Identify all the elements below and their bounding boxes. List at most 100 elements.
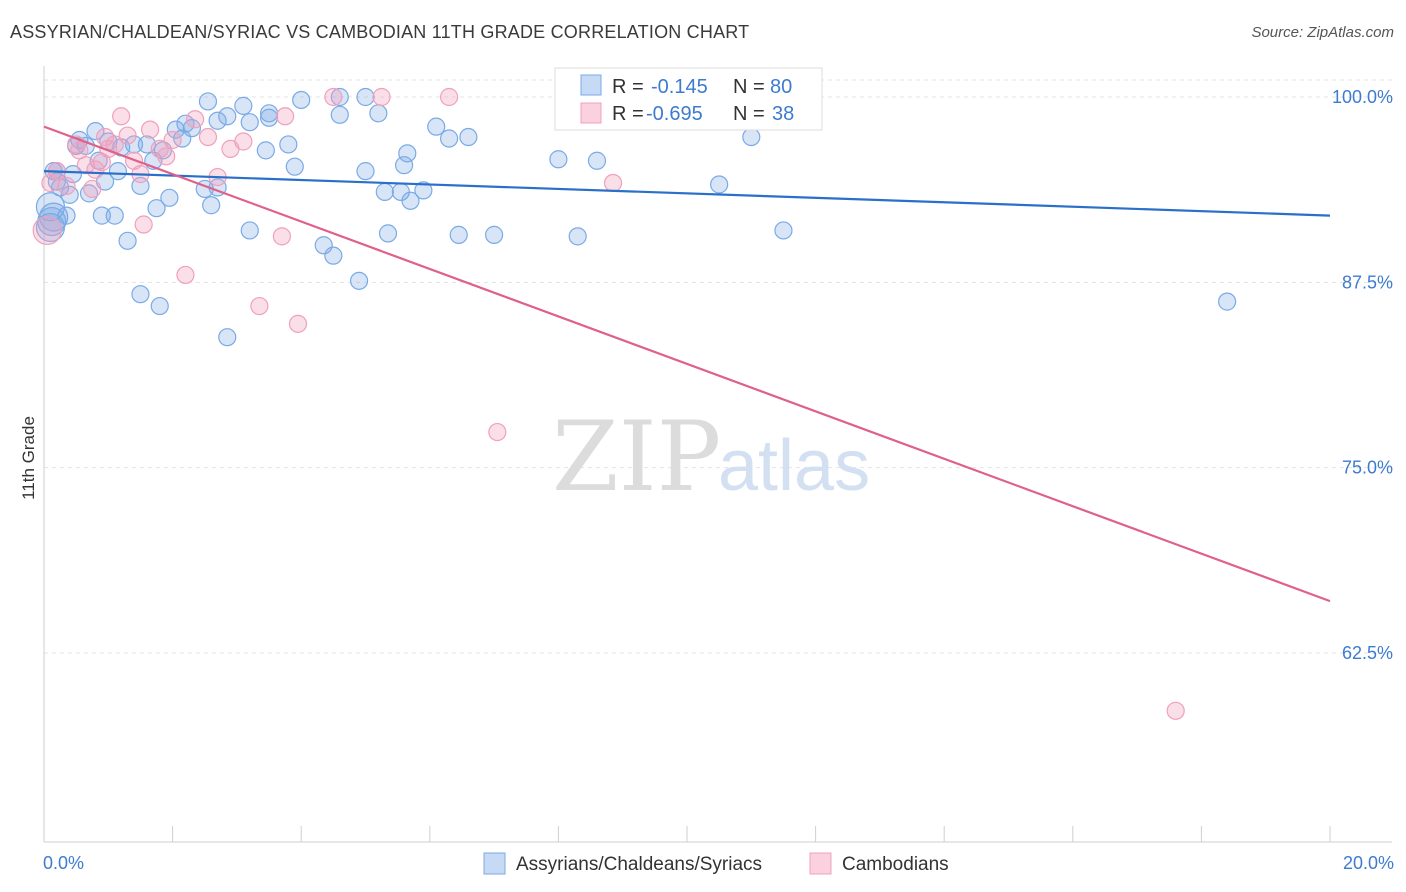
source-label: Source: ZipAtlas.com <box>1251 24 1394 41</box>
data-point-cambodians <box>118 126 137 145</box>
stats-legend-n-label-assyrians: N = <box>733 76 765 98</box>
data-point-cambodians <box>112 107 131 126</box>
data-point-assyrians <box>240 221 259 240</box>
y-tick-label: 62.5% <box>1342 643 1393 663</box>
series-legend: Assyrians/Chaldeans/Syriacs Cambodians <box>483 852 949 875</box>
data-point-assyrians <box>37 206 67 237</box>
stats-legend: R = -0.145 N = 80 R = -0.695 N = 38 <box>554 67 823 131</box>
data-point-cambodians <box>176 265 195 285</box>
trend-line-assyrians <box>43 170 1331 217</box>
data-point-assyrians <box>234 96 253 115</box>
data-point-cambodians <box>234 132 253 151</box>
data-point-cambodians <box>603 173 623 193</box>
data-point-assyrians <box>349 271 369 290</box>
data-point-cambodians <box>150 139 169 158</box>
data-point-assyrians <box>378 224 398 243</box>
watermark-atlas: atlas <box>718 426 870 506</box>
stats-legend-swatch-assyrians <box>580 74 602 96</box>
data-point-cambodians <box>488 422 507 442</box>
data-point-assyrians <box>485 225 504 244</box>
trend-line-cambodians <box>43 125 1331 603</box>
tick-labels: 100.0% 87.5% 75.0% 62.5% 0.0% 20.0% <box>43 87 1394 873</box>
data-point-assyrians <box>292 90 311 110</box>
data-point-cambodians <box>163 130 182 150</box>
data-point-cambodians <box>372 87 391 107</box>
series-legend-label-cambodians: Cambodians <box>842 854 949 875</box>
axes <box>43 66 1392 843</box>
data-point-assyrians <box>256 141 275 160</box>
data-point-assyrians <box>86 122 105 141</box>
data-point-assyrians <box>285 157 304 176</box>
series-legend-swatch-assyrians <box>483 852 506 875</box>
stats-legend-r-value-cambodians: -0.695 <box>646 103 703 125</box>
data-point-assyrians <box>459 127 478 147</box>
data-point-assyrians <box>92 206 111 225</box>
data-point-assyrians <box>330 87 349 107</box>
data-point-assyrians <box>131 285 150 304</box>
y-tick-label: 100.0% <box>1332 87 1393 107</box>
data-point-cambodians <box>57 176 76 196</box>
stats-legend-swatch-cambodians <box>580 102 602 124</box>
data-point-assyrians <box>218 107 237 126</box>
data-point-assyrians <box>324 246 343 265</box>
data-point-cambodians <box>198 127 218 147</box>
data-point-cambodians <box>276 107 295 126</box>
data-point-assyrians <box>160 188 179 207</box>
data-point-assyrians <box>427 117 446 136</box>
data-point-cambodians <box>439 87 459 107</box>
data-point-assyrians <box>259 104 279 123</box>
data-point-assyrians <box>118 231 137 250</box>
stats-legend-n-value-cambodians: 38 <box>772 103 794 125</box>
data-point-assyrians <box>375 182 394 201</box>
data-point-assyrians <box>394 156 414 175</box>
data-point-assyrians <box>124 135 144 154</box>
series-legend-swatch-cambodians <box>809 852 832 875</box>
data-point-assyrians <box>202 196 221 215</box>
data-point-cambodians <box>250 296 269 316</box>
data-point-assyrians <box>742 127 761 147</box>
data-point-assyrians <box>449 225 468 244</box>
data-point-assyrians <box>774 221 793 240</box>
data-point-assyrians <box>330 105 349 124</box>
grid-lines <box>44 79 1392 654</box>
data-point-assyrians <box>198 92 218 111</box>
data-point-assyrians <box>356 87 375 107</box>
watermark-zip: ZIP <box>552 401 721 513</box>
stats-legend-r-label-assyrians: R = <box>612 76 644 98</box>
data-point-assyrians <box>587 151 607 170</box>
data-point-cambodians <box>83 179 102 199</box>
data-point-cambodians <box>140 120 160 139</box>
y-tick-label: 75.0% <box>1342 458 1393 478</box>
data-point-cambodians <box>272 227 292 246</box>
trend-lines <box>43 125 1331 603</box>
y-tick-label: 87.5% <box>1342 272 1393 292</box>
data-point-assyrians <box>166 120 185 139</box>
stats-legend-n-value-assyrians: 80 <box>770 76 792 98</box>
data-point-assyrians <box>568 227 587 246</box>
x-tick-label: 0.0% <box>43 853 84 873</box>
data-points <box>32 87 1237 720</box>
data-point-assyrians <box>218 328 237 347</box>
data-point-assyrians <box>35 192 66 222</box>
data-point-assyrians <box>208 111 227 130</box>
data-point-assyrians <box>240 113 259 132</box>
x-tick-label: 20.0% <box>1343 853 1394 873</box>
data-point-cambodians <box>32 215 62 246</box>
data-point-assyrians <box>279 135 298 154</box>
chart-title: ASSYRIAN/CHALDEAN/SYRIAC VS CAMBODIAN 11… <box>10 22 750 42</box>
data-point-assyrians <box>439 129 459 148</box>
data-point-cambodians <box>324 87 343 107</box>
stats-legend-n-label-cambodians: N = <box>733 103 765 125</box>
data-point-cambodians <box>157 147 176 166</box>
data-point-assyrians <box>108 162 128 181</box>
data-point-assyrians <box>710 175 729 194</box>
data-point-cambodians <box>288 314 308 333</box>
series-legend-label-assyrians: Assyrians/Chaldeans/Syriacs <box>516 854 762 875</box>
data-point-assyrians <box>401 191 420 210</box>
data-point-assyrians <box>150 296 169 316</box>
data-point-cambodians <box>134 215 153 234</box>
data-point-assyrians <box>549 150 568 169</box>
stats-legend-r-value-assyrians: -0.145 <box>651 76 708 98</box>
watermark: ZIP atlas <box>552 401 870 513</box>
